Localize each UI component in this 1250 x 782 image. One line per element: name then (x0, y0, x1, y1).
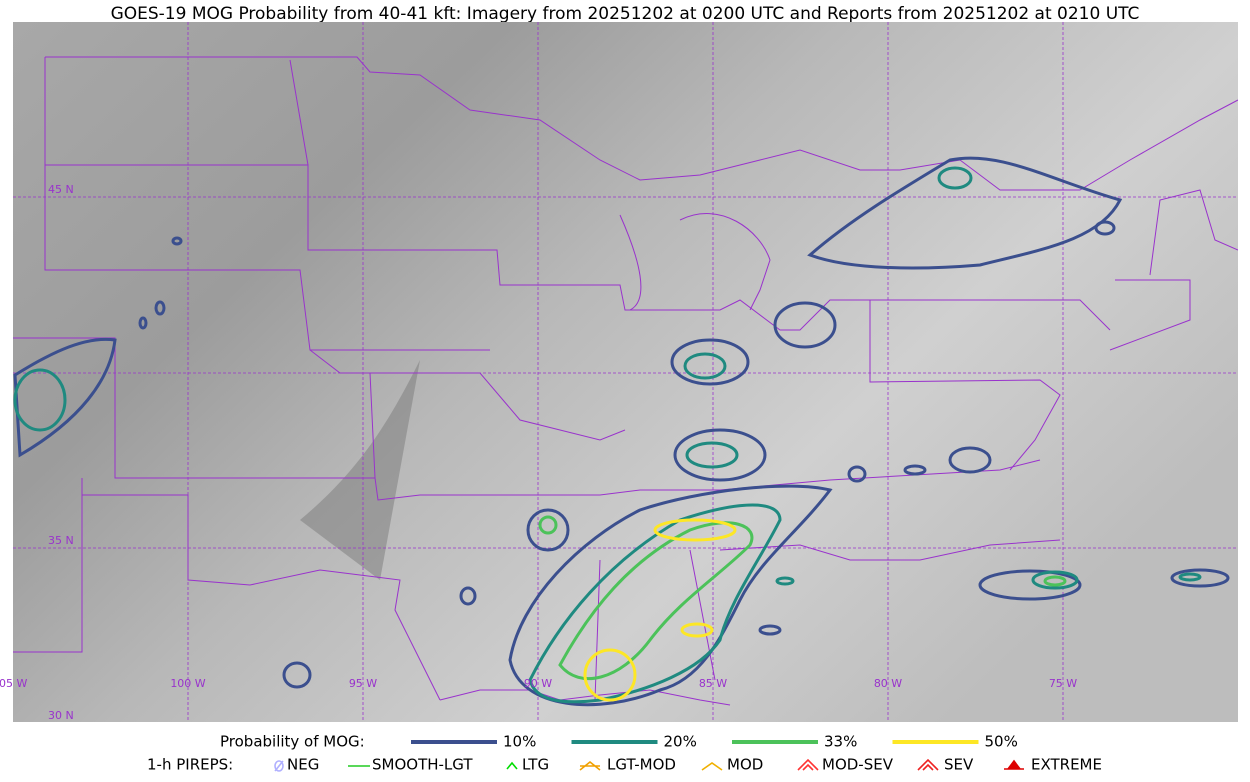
pirep-symbol (701, 762, 723, 771)
graticule-labels: 105 W 100 W 95 W 90 W 85 W 80 W 75 W 45 N 35 N 30… (0, 183, 1077, 722)
mog-contour (459, 586, 477, 606)
satellite-imagery (13, 22, 1238, 722)
mog-contour (1043, 575, 1067, 587)
mog-contour (653, 518, 737, 542)
lon-label: 95 W (349, 677, 377, 690)
lon-label: 75 W (1049, 677, 1077, 690)
mog-contour (13, 368, 67, 432)
mog-contour (775, 576, 795, 586)
legend-label: 20% (664, 733, 697, 751)
mog-contour (847, 465, 867, 483)
mog-contour (807, 156, 1123, 270)
legend: Probability of MOG: 10% 20% 33% 50% 1-h PIREP… (147, 733, 1102, 774)
legend-label: SEV (944, 756, 974, 774)
mog-contour (526, 508, 570, 552)
legend-label: EXTREME (1031, 756, 1102, 774)
lon-label: 90 W (524, 677, 552, 690)
mog-contour (673, 428, 767, 482)
mog-contour (680, 622, 714, 638)
mog-contour (1094, 220, 1116, 236)
mog-contour (1170, 568, 1230, 588)
legend-label: MOD-SEV (822, 756, 894, 774)
mog-contour (171, 236, 183, 246)
map (13, 22, 1238, 722)
mog-contour (670, 338, 750, 386)
lon-label: 105 W (0, 677, 27, 690)
mog-contour (683, 352, 727, 380)
pirep-symbol (1004, 759, 1024, 770)
mog-contour (1178, 572, 1202, 582)
pirep-symbol (579, 760, 601, 771)
pirep-symbol (274, 760, 284, 772)
mog-contour (937, 166, 973, 190)
legend-title: Probability of MOG: (220, 733, 365, 751)
legend-label: 50% (985, 733, 1018, 751)
probability-contours (13, 156, 1230, 707)
legend-label: MOD (727, 756, 763, 774)
lon-label: 85 W (699, 677, 727, 690)
map-title: GOES-19 MOG Probability from 40-41 kft: … (111, 4, 1140, 24)
legend-label: LGT-MOD (607, 756, 676, 774)
legend-label: LTG (522, 756, 549, 774)
mog-contour (282, 661, 312, 689)
graticule (13, 22, 1238, 722)
mog-contour (1031, 570, 1079, 590)
legend-title: 1-h PIREPS: (147, 756, 233, 774)
mog-contour (138, 316, 148, 330)
lon-label: 100 W (170, 677, 205, 690)
mog-contour (538, 515, 558, 535)
lat-label: 35 N (48, 534, 74, 547)
mog-contour (773, 301, 837, 349)
lat-label: 30 N (48, 709, 74, 722)
mog-contour (948, 446, 992, 474)
dry-slot (300, 360, 420, 580)
mog-contour (903, 464, 927, 476)
legend-label: 33% (824, 733, 857, 751)
mog-contour (978, 569, 1082, 601)
mog-contour (154, 300, 166, 316)
mog-contour (758, 624, 782, 636)
mog-contour (13, 337, 117, 458)
legend-label: SMOOTH-LGT (372, 756, 473, 774)
pirep-symbol (917, 758, 939, 771)
mog-contour (528, 503, 782, 704)
mog-contour (583, 648, 637, 702)
legend-label: NEG (287, 756, 319, 774)
lat-label: 45 N (48, 183, 74, 196)
pirep-symbol (506, 761, 518, 770)
lon-label: 80 W (874, 677, 902, 690)
mog-contour (508, 484, 833, 707)
mog-contour (685, 441, 739, 469)
legend-label: 10% (503, 733, 536, 751)
pirep-symbol (797, 758, 819, 771)
mog-contour (558, 521, 754, 681)
